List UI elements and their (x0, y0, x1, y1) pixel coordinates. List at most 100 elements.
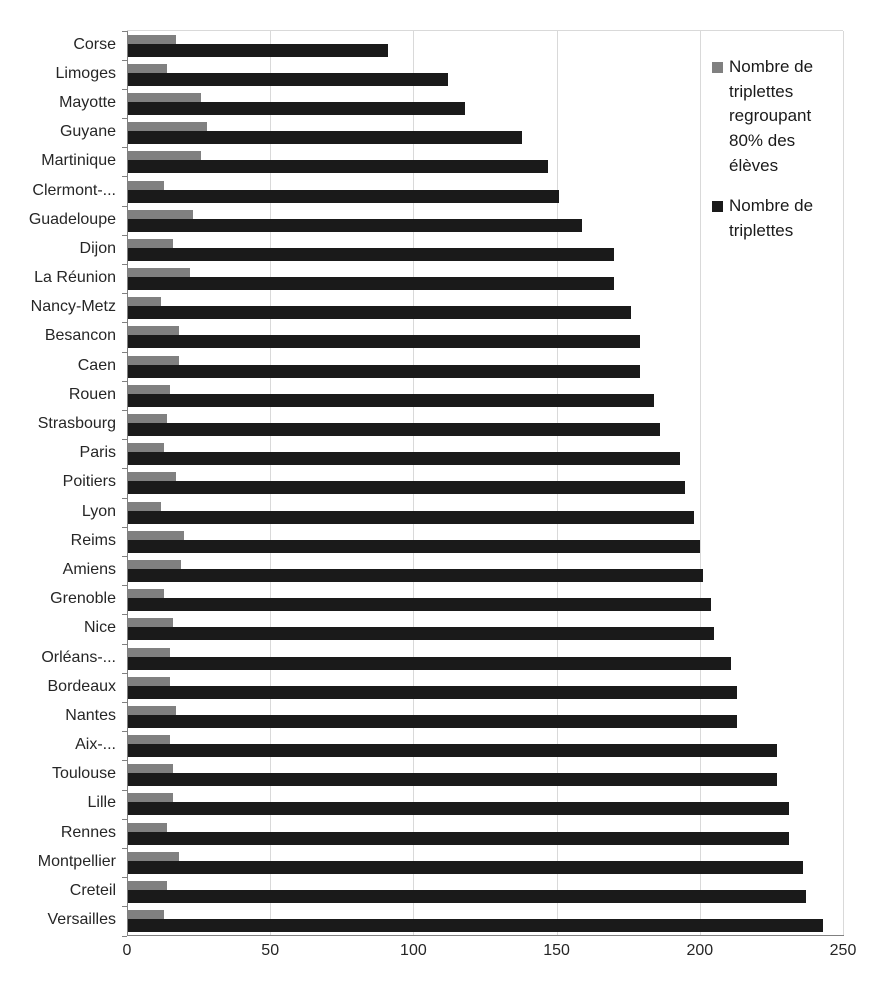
bar-black (127, 160, 548, 174)
x-tick-label: 100 (400, 942, 427, 959)
bar-row (127, 732, 843, 761)
category-axis-tick (122, 410, 127, 412)
category-label: Martinique (41, 152, 116, 170)
category-axis-tick (122, 760, 127, 762)
bar-black (127, 714, 738, 728)
bar-row (127, 615, 843, 644)
legend-swatch-gray-icon (712, 62, 723, 73)
bar-row (127, 761, 843, 790)
category-axis-tick (122, 234, 127, 236)
category-label: Aix-... (75, 736, 116, 754)
category-label: Clermont-... (32, 181, 116, 199)
bar-row (127, 819, 843, 848)
category-label: Versailles (47, 911, 116, 929)
bar-gray (127, 705, 176, 715)
category-axis-tick (122, 205, 127, 207)
bar-gray (127, 851, 179, 861)
category-label: Nancy-Metz (30, 298, 116, 316)
bar-gray (127, 443, 165, 453)
bar-gray (127, 764, 173, 774)
category-axis-tick (122, 731, 127, 733)
bar-row (127, 89, 843, 118)
bar-black (127, 656, 732, 670)
bar-black (127, 481, 686, 495)
bar-black (127, 831, 789, 845)
category-label: Dijon (79, 239, 116, 257)
bar-black (127, 510, 695, 524)
bar-gray (127, 822, 168, 832)
bar-row (127, 119, 843, 148)
gridline (843, 31, 844, 936)
bar-row (127, 235, 843, 264)
bar-black (127, 101, 465, 115)
category-axis-tick (122, 59, 127, 61)
bar-row (127, 206, 843, 235)
category-label: Mayotte (59, 93, 116, 111)
bar-gray (127, 589, 165, 599)
category-label: Bordeaux (47, 677, 117, 695)
category-axis-tick (122, 789, 127, 791)
bar-row (127, 294, 843, 323)
category-label: La Réunion (34, 269, 116, 287)
category-label: Corse (73, 35, 116, 53)
plot-rows (127, 31, 843, 936)
category-axis-tick (122, 380, 127, 382)
bar-gray (127, 559, 182, 569)
category-label: Strasbourg (37, 415, 116, 433)
x-tick-label: 150 (543, 942, 570, 959)
category-axis-line (127, 31, 128, 936)
bar-row (127, 527, 843, 556)
category-axis-tick (122, 351, 127, 353)
plot-area (122, 30, 844, 937)
legend-item-series-gray: Nombre de triplettes regroupant 80% des … (712, 55, 867, 178)
bar-gray (127, 472, 176, 482)
legend-item-series-black: Nombre de triplettes (712, 194, 867, 243)
bar-gray (127, 238, 173, 248)
bar-row (127, 673, 843, 702)
category-label: Limoges (55, 64, 116, 82)
bar-gray (127, 676, 170, 686)
category-axis-tick (122, 555, 127, 557)
bar-black (127, 306, 632, 320)
bar-gray (127, 34, 176, 44)
bar-black (127, 744, 778, 758)
category-label: Lyon (81, 502, 116, 520)
bar-black (127, 598, 712, 612)
category-axis-tick (122, 585, 127, 587)
category-axis-tick (122, 293, 127, 295)
bar-gray (127, 326, 179, 336)
bar-black (127, 860, 803, 874)
category-label: Montpellier (37, 852, 116, 870)
bar-gray (127, 355, 179, 365)
category-label: Toulouse (51, 765, 116, 783)
bar-black (127, 189, 560, 203)
bar-gray (127, 209, 193, 219)
bar-black (127, 423, 660, 437)
bar-black (127, 568, 703, 582)
category-axis-tick (122, 643, 127, 645)
bar-row (127, 148, 843, 177)
bar-gray (127, 297, 162, 307)
value-axis-line (127, 935, 844, 936)
category-axis-tick (122, 818, 127, 820)
bar-black (127, 364, 640, 378)
category-label: Besancon (44, 327, 116, 345)
bar-row (127, 265, 843, 294)
category-axis-tick (122, 526, 127, 528)
bar-black (127, 685, 738, 699)
category-axis-tick (122, 147, 127, 149)
category-label: Orléans-... (41, 648, 116, 666)
category-axis-tick (122, 614, 127, 616)
bar-black (127, 539, 700, 553)
bar-black (127, 452, 680, 466)
category-axis-tick (122, 847, 127, 849)
bar-black (127, 919, 823, 933)
bar-row (127, 440, 843, 469)
x-tick-label: 50 (261, 942, 280, 959)
category-label: Poitiers (62, 473, 116, 491)
bar-black (127, 802, 789, 816)
category-axis-tick (122, 497, 127, 499)
category-label: Nice (83, 619, 116, 637)
category-axis-tick (122, 672, 127, 674)
bar-row (127, 381, 843, 410)
